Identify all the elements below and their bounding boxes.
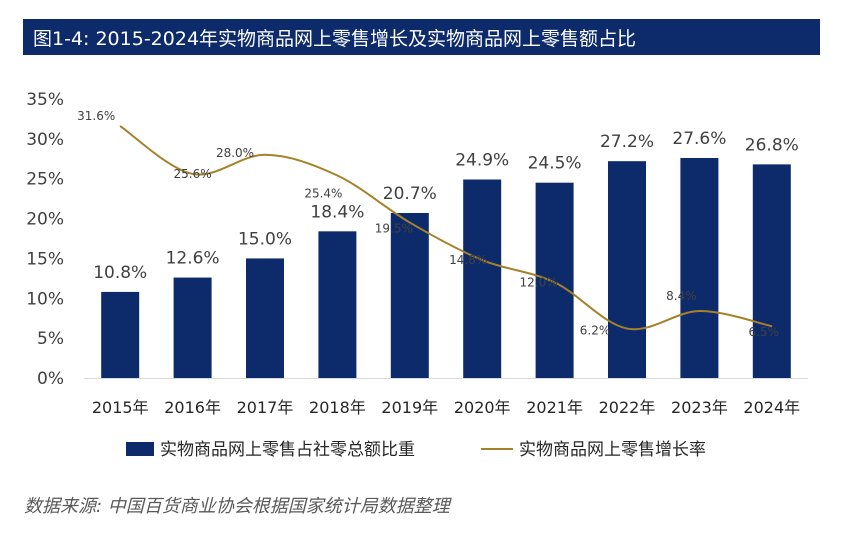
bar-value-label: 27.2% (600, 132, 654, 152)
x-tick-label: 2022年 (599, 398, 656, 417)
line-point (481, 259, 483, 261)
legend-label-bars: 实物商品网上零售占社零总额比重 (160, 440, 415, 460)
y-tick-label: 5% (37, 329, 64, 349)
line-value-label: 25.6% (174, 167, 212, 181)
bar-value-label: 27.6% (672, 129, 726, 149)
line-value-label: 31.6% (77, 109, 115, 123)
line-point (698, 310, 700, 312)
bar-value-label: 20.7% (383, 184, 437, 204)
y-tick-label: 20% (26, 210, 64, 230)
x-tick-label: 2016年 (164, 398, 221, 417)
bar (101, 291, 140, 378)
line-value-label: 12.0% (520, 275, 558, 289)
line-point (119, 125, 121, 127)
bar (535, 182, 574, 378)
y-tick-label: 15% (26, 249, 64, 269)
x-tick-label: 2015年 (92, 398, 149, 417)
y-tick-label: 0% (37, 369, 64, 389)
title-bar: 图1-4: 2015-2024年实物商品网上零售增长及实物商品网上零售额占比 (23, 19, 820, 55)
x-tick-label: 2021年 (526, 398, 583, 417)
chart: 0% 5% 10% 15% 20% 25% 30% 35% 10.8% 12.6% 15.0% 18.… (26, 90, 808, 460)
line-point (771, 325, 773, 327)
line-value-label: 6.2% (580, 324, 611, 338)
bar (463, 179, 502, 378)
line-value-label: 28.0% (216, 146, 254, 160)
bar-value-label: 15.0% (238, 229, 292, 249)
line-point (626, 328, 628, 330)
growth-rate-line (119, 125, 773, 331)
x-tick-label: 2018年 (309, 398, 366, 417)
line-point (409, 222, 411, 224)
line-value-label: 8.4% (666, 289, 697, 303)
chart-title: 图1-4: 2015-2024年实物商品网上零售增长及实物商品网上零售额占比 (33, 27, 637, 50)
bar-value-label: 18.4% (310, 202, 364, 222)
x-tick-label: 2017年 (237, 398, 294, 417)
line-value-label: 14.8% (449, 253, 487, 267)
line-point (336, 175, 338, 177)
bar (318, 231, 357, 378)
bar (608, 161, 646, 378)
legend-swatch-bars (126, 442, 154, 456)
y-tick-label: 10% (26, 289, 64, 309)
source-note: 数据来源: 中国百货商业协会根据国家统计局数据整理 (24, 496, 450, 517)
bar-value-label: 26.8% (745, 135, 799, 155)
line-value-label: 19.5% (375, 222, 413, 236)
bar-value-label: 10.8% (93, 263, 147, 283)
bar-value-label: 24.9% (455, 151, 509, 171)
legend-label-line: 实物商品网上零售增长率 (519, 440, 706, 460)
line-value-label: 25.4% (304, 187, 342, 201)
y-tick-label: 35% (26, 90, 64, 110)
bar (752, 164, 791, 378)
line-point (264, 154, 266, 156)
bar (246, 258, 284, 378)
x-tick-label: 2024年 (743, 398, 800, 417)
bar-value-label: 24.5% (528, 154, 582, 174)
line-point (192, 173, 194, 175)
line-point (554, 281, 556, 283)
bar-value-label: 12.6% (166, 249, 220, 269)
x-tick-label: 2023年 (671, 398, 728, 417)
bar (390, 212, 429, 378)
y-tick-label: 30% (26, 130, 64, 150)
y-tick-label: 25% (26, 170, 64, 190)
line-value-label: 6.5% (749, 325, 780, 339)
x-tick-label: 2019年 (381, 398, 438, 417)
x-tick-label: 2020年 (454, 398, 511, 417)
bar (680, 157, 719, 378)
bar (173, 277, 212, 378)
